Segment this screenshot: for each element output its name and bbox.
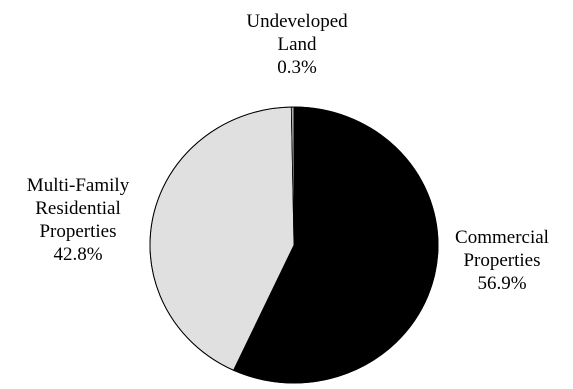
slice-label-line: Properties (442, 249, 562, 272)
slice-label-line: Land (222, 33, 372, 56)
slice-value: 0.3% (222, 56, 372, 79)
slice-value: 56.9% (442, 272, 562, 295)
slice-value: 42.8% (4, 243, 152, 266)
slice-label-multi-family-residential-properties: Multi-Family Residential Properties 42.8… (4, 174, 152, 266)
slice-label-undeveloped-land: Undeveloped Land 0.3% (222, 10, 372, 79)
slice-label-line: Residential (4, 197, 152, 220)
slice-label-line: Commercial (442, 226, 562, 249)
slice-label-line: Properties (4, 220, 152, 243)
slice-label-line: Undeveloped (222, 10, 372, 33)
slice-label-commercial-properties: Commercial Properties 56.9% (442, 226, 562, 295)
pie-slices (150, 107, 438, 383)
slice-label-line: Multi-Family (4, 174, 152, 197)
